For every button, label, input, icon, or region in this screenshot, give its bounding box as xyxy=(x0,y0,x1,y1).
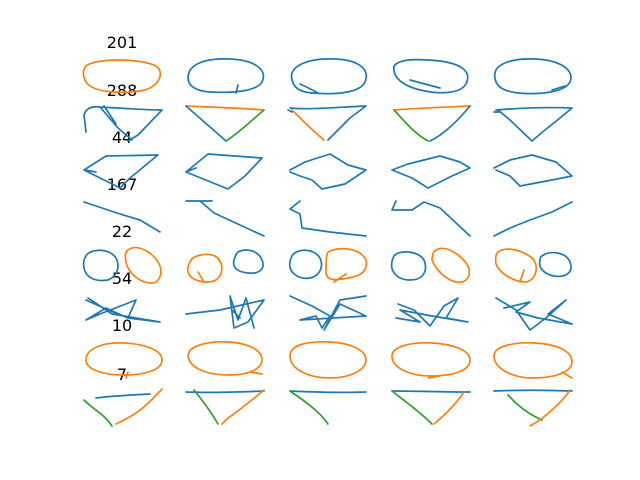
sketch-r7-c5 xyxy=(493,342,573,379)
sketch-r2-c3 xyxy=(287,105,367,141)
sketch-r8-c1 xyxy=(83,371,163,427)
sketch-r5-c1 xyxy=(82,246,162,284)
sketch-r8-c3 xyxy=(289,390,367,425)
sketch-r4-c3 xyxy=(289,200,367,237)
sketch-r5-c5 xyxy=(494,248,572,283)
sketch-r4-c2 xyxy=(185,200,265,237)
sketch-r7-c1 xyxy=(85,342,163,376)
sketch-r5-c4 xyxy=(390,247,471,284)
row-label-1: 201 xyxy=(106,33,138,52)
sketch-r6-c4 xyxy=(395,297,469,327)
sketch-r8-c5 xyxy=(493,389,573,427)
sketch-r1-c5 xyxy=(494,58,572,95)
row-label-2: 288 xyxy=(106,81,138,100)
sketch-r3-c3 xyxy=(289,153,367,190)
sketch-r2-c5 xyxy=(493,106,573,142)
sketch-r8-c2 xyxy=(185,389,265,425)
sketch-r3-c5 xyxy=(493,154,573,187)
sketch-r1-c1 xyxy=(82,59,162,94)
sketch-r5-c2 xyxy=(186,249,264,283)
sketch-r6-c2 xyxy=(185,295,265,329)
sketch-r1-c2 xyxy=(187,58,265,94)
sketch-r3-c4 xyxy=(391,155,471,189)
sketch-r3-c2 xyxy=(185,153,263,190)
sketch-r6-c3 xyxy=(289,295,367,331)
sketch-r5-c3 xyxy=(288,247,368,283)
sketch-r8-c4 xyxy=(391,390,471,425)
row-label-7: 10 xyxy=(111,316,133,335)
row-label-6: 54 xyxy=(111,269,133,288)
sketch-r4-c1 xyxy=(83,201,161,233)
sketch-r4-c4 xyxy=(391,200,471,237)
sketch-r7-c4 xyxy=(391,342,471,379)
row-label-5: 22 xyxy=(111,222,133,241)
sketch-r6-c1 xyxy=(85,297,161,323)
sketch-r4-c5 xyxy=(493,201,573,237)
sketch-r6-c5 xyxy=(495,297,573,331)
sketch-r1-c3 xyxy=(290,58,368,95)
sketch-r2-c2 xyxy=(185,105,265,142)
sketch-r3-c1 xyxy=(83,154,159,189)
sketch-r7-c2 xyxy=(187,341,263,376)
sketch-r1-c4 xyxy=(393,58,469,94)
sketch-r2-c4 xyxy=(393,105,471,142)
sketch-r7-c3 xyxy=(289,340,367,379)
row-label-4: 167 xyxy=(106,175,138,194)
row-label-3: 44 xyxy=(111,128,133,147)
sketch-r2-c1 xyxy=(83,105,163,142)
